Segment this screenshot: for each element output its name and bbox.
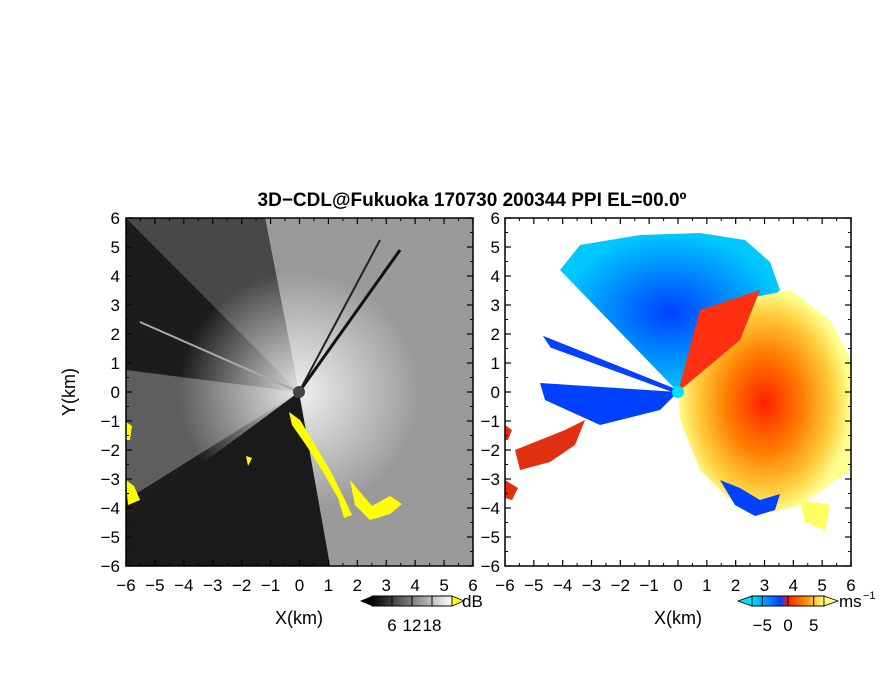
reflectivity-x-ticklabel: 2: [353, 576, 362, 595]
velocity-colorbar: −5 0 5 ms −1: [736, 590, 876, 635]
reflectivity-y-ticklabel: −1: [101, 412, 120, 431]
reflectivity-y-ticklabel: 5: [111, 238, 120, 257]
reflectivity-field: [126, 218, 473, 566]
velocity-colorbar-ticklabel: −5: [753, 616, 772, 635]
velocity-y-ticklabel: −1: [481, 412, 500, 431]
reflectivity-colorbar-ticklabel: 6: [387, 616, 396, 635]
reflectivity-x-ticklabel: 6: [468, 576, 477, 595]
reflectivity-colorbar: 6 12 18 dB: [360, 592, 483, 635]
velocity-panel: −6 −5 −4 −3 −2 −1 0 1 2 3 4 5 6 6543210−1−2−3−4−5−6 …: [481, 209, 876, 635]
reflectivity-xlabel: X(km): [275, 608, 323, 628]
velocity-x-ticklabel: 3: [760, 576, 769, 595]
reflectivity-y-ticklabel: 3: [111, 296, 120, 315]
velocity-axis-ticks: [504, 217, 852, 567]
reflectivity-x-ticklabel: 3: [382, 576, 391, 595]
velocity-x-ticklabel: −5: [524, 576, 543, 595]
reflectivity-x-ticklabel: −1: [261, 576, 280, 595]
reflectivity-y-ticklabel: 6: [111, 209, 120, 228]
velocity-x-ticklabel: 0: [673, 576, 682, 595]
reflectivity-colorbar-ticklabel: 18: [423, 616, 442, 635]
velocity-y-ticklabel: 2: [491, 325, 500, 344]
reflectivity-y-ticklabel: −5: [101, 528, 120, 547]
velocity-xlabel: X(km): [654, 608, 702, 628]
reflectivity-x-ticklabel: 4: [410, 576, 419, 595]
reflectivity-x-ticklabel: −5: [145, 576, 164, 595]
reflectivity-y-ticklabel: 0: [111, 383, 120, 402]
velocity-y-ticklabel: 6: [491, 209, 500, 228]
velocity-y-ticklabel: 1: [491, 354, 500, 373]
velocity-x-ticklabel: 5: [817, 576, 826, 595]
velocity-y-ticklabel: −4: [481, 499, 500, 518]
reflectivity-x-ticklabels: −6 −5 −4 −3 −2 −1 0 1 2 3 4 5 6: [116, 576, 477, 595]
velocity-y-ticklabel: 0: [491, 383, 500, 402]
velocity-y-ticklabel: 4: [491, 267, 500, 286]
reflectivity-y-ticklabel: 1: [111, 354, 120, 373]
velocity-colorbar-ticklabels: −5 0 5: [753, 596, 818, 635]
velocity-x-ticklabel: −6: [495, 576, 514, 595]
reflectivity-x-ticklabel: 1: [324, 576, 333, 595]
reflectivity-colorbar-ticklabels: 6 12 18: [387, 596, 441, 635]
reflectivity-y-ticklabel: 2: [111, 325, 120, 344]
reflectivity-x-ticklabel: 0: [295, 576, 304, 595]
velocity-y-ticklabel: −5: [481, 528, 500, 547]
velocity-x-ticklabels: −6 −5 −4 −3 −2 −1 0 1 2 3 4 5 6: [495, 576, 855, 595]
reflectivity-axis-ticks: [125, 217, 474, 567]
figure-title: 3D−CDL@Fukuoka 170730 200344 PPI EL=00.0…: [258, 190, 687, 211]
velocity-colorbar-ticklabel: 0: [783, 616, 792, 635]
reflectivity-x-ticklabel: −6: [116, 576, 135, 595]
velocity-x-ticklabel: −3: [582, 576, 601, 595]
velocity-colorbar-ticklabel: 5: [809, 616, 818, 635]
velocity-y-ticklabel: −6: [481, 557, 500, 576]
velocity-x-ticklabel: 2: [731, 576, 740, 595]
reflectivity-y-ticklabel: 4: [111, 267, 120, 286]
velocity-x-ticklabel: 4: [789, 576, 798, 595]
velocity-x-ticklabel: −1: [639, 576, 658, 595]
velocity-x-ticklabel: −2: [611, 576, 630, 595]
reflectivity-colorbar-ticklabel: 12: [403, 616, 422, 635]
reflectivity-y-ticklabel: −6: [101, 557, 120, 576]
velocity-x-ticklabel: 6: [846, 576, 855, 595]
velocity-x-ticklabel: 1: [702, 576, 711, 595]
reflectivity-y-ticklabel: −2: [101, 441, 120, 460]
reflectivity-panel: −6 −5 −4 −3 −2 −1 0 1 2 3 4 5 6 6543210−1−2−3−4−5−6 …: [59, 209, 483, 635]
velocity-x-ticklabel: −4: [553, 576, 572, 595]
reflectivity-y-ticklabels: 6 5 4 3 2 1 0 −1 −2 −3 −4 −5 −6: [101, 209, 120, 576]
velocity-y-ticklabels: 6 5 4 3 2 1 0 −1 −2 −3 −4 −5 −6: [481, 209, 500, 576]
reflectivity-colorbar-unit: dB: [462, 592, 483, 611]
reflectivity-x-ticklabel: −4: [174, 576, 193, 595]
velocity-y-ticklabel: 3: [491, 296, 500, 315]
reflectivity-y-ticklabel: −4: [101, 499, 120, 518]
reflectivity-ylabel: Y(km): [59, 368, 79, 416]
reflectivity-x-ticklabel: −2: [232, 576, 251, 595]
velocity-field: [505, 218, 851, 566]
reflectivity-x-ticklabel: −3: [203, 576, 222, 595]
velocity-colorbar-unit: ms: [839, 592, 862, 611]
reflectivity-x-ticklabel: 5: [439, 576, 448, 595]
velocity-y-ticklabel: −2: [481, 441, 500, 460]
velocity-y-ticklabel: −3: [481, 470, 500, 489]
velocity-colorbar-unit-exponent: −1: [863, 590, 876, 602]
reflectivity-y-ticklabel: −3: [101, 470, 120, 489]
velocity-y-ticklabel: 5: [491, 238, 500, 257]
